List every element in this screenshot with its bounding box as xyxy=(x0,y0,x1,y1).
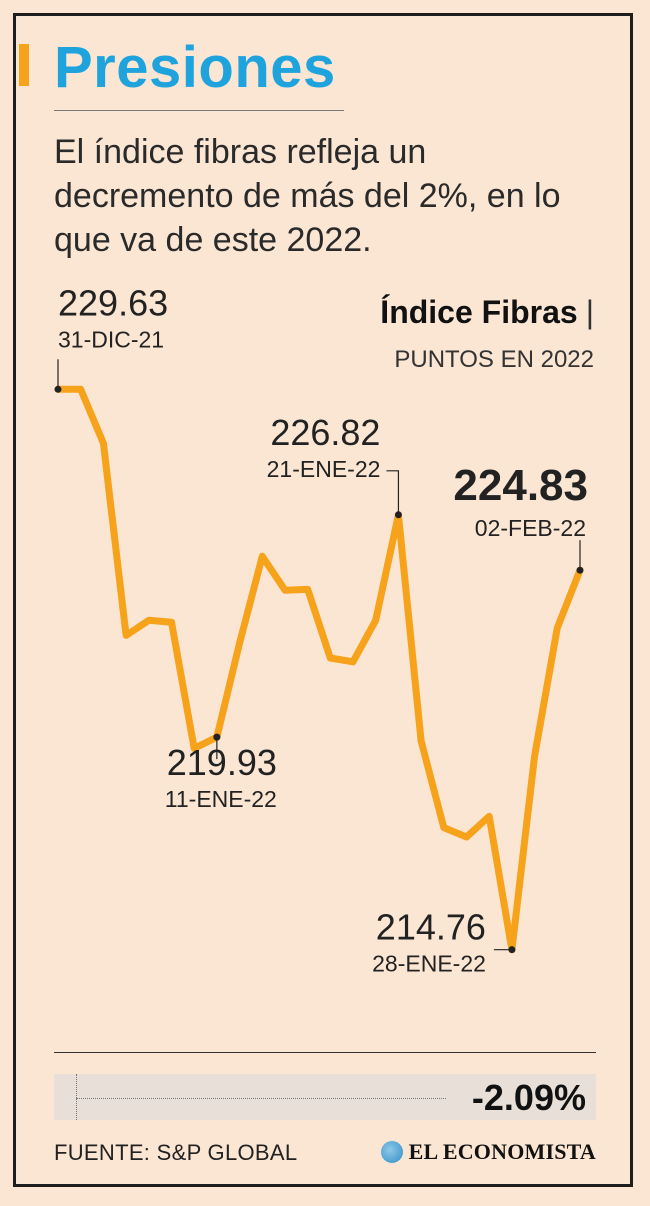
brand-logo: EL ECONOMISTA xyxy=(380,1139,596,1165)
chart-title: Índice Fibras | xyxy=(380,294,594,331)
annotation-value: 229.63 xyxy=(58,282,168,323)
chart-title-text: Índice Fibras xyxy=(380,294,578,330)
annotation-date: 02-FEB-22 xyxy=(475,515,586,541)
annotation-value: 214.76 xyxy=(376,907,486,948)
annotation-date: 11-ENE-22 xyxy=(165,786,277,812)
annotation-leader xyxy=(386,470,400,515)
page-title: Presiones xyxy=(54,35,336,100)
annotation-value: 219.93 xyxy=(167,742,277,783)
title-divider xyxy=(54,110,344,111)
line-chart: 229.63 31-DIC-21 219.93 11-ENE-22 226.82 21-E… xyxy=(54,282,588,977)
subtitle: El índice fibras refleja un decremento d… xyxy=(54,133,561,259)
globe-icon xyxy=(380,1141,403,1163)
annotation-date: 28-ENE-22 xyxy=(372,951,486,977)
bottom-divider xyxy=(54,1052,596,1053)
title-accent-bar xyxy=(19,44,29,86)
infographic-frame xyxy=(13,13,633,1187)
change-value: -2.09% xyxy=(471,1077,586,1118)
series-line xyxy=(54,385,584,954)
change-summary-box: -2.09% xyxy=(54,1074,596,1120)
change-dotted-line xyxy=(76,1098,446,1099)
annotation-date: 21-ENE-22 xyxy=(267,456,381,482)
chart-unit-label: PUNTOS EN 2022 xyxy=(394,346,594,373)
change-tick xyxy=(76,1074,78,1120)
source-note: FUENTE: S&P GLOBAL xyxy=(54,1140,298,1165)
brand-name: EL ECONOMISTA xyxy=(408,1139,596,1164)
annotation-date: 31-DIC-21 xyxy=(58,326,164,352)
chart-title-separator: | xyxy=(585,294,594,330)
annotation-value: 224.83 xyxy=(453,461,588,510)
data-point-marker xyxy=(508,946,516,954)
annotation-value: 226.82 xyxy=(270,412,380,453)
